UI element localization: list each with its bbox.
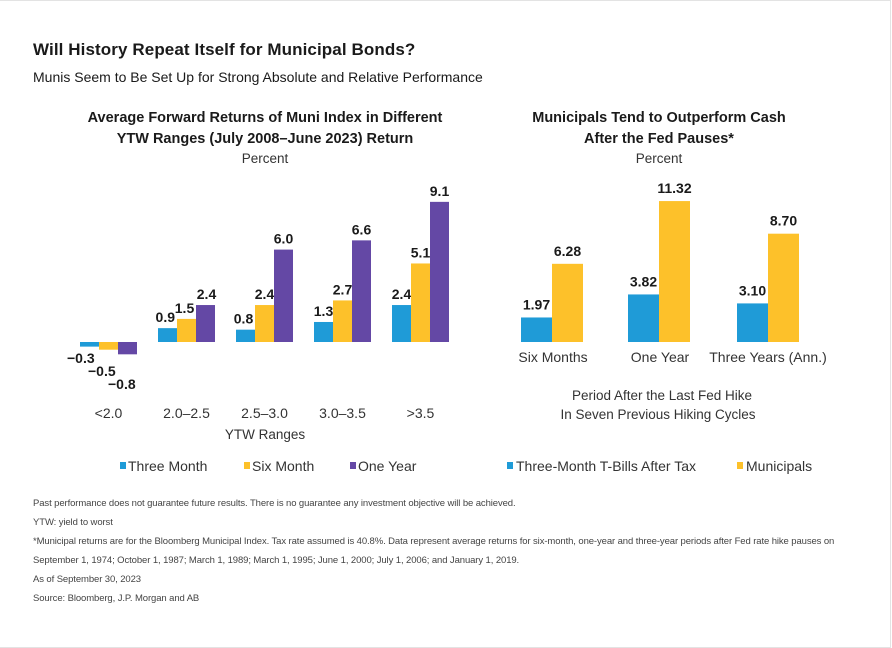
legend-swatch-one-year xyxy=(350,462,356,469)
bar-three-month-3-5 xyxy=(392,305,411,342)
bar-municipals-three-years-ann xyxy=(768,233,799,342)
footnote-note-line2: September 1, 1974; October 1, 1987; Marc… xyxy=(33,555,520,566)
value-label-six-month-2-5-3-0: 2.4 xyxy=(255,286,275,302)
value-label-one-year-3-0-3-5: 6.6 xyxy=(352,221,372,237)
x-tick-3-5: >3.5 xyxy=(407,405,435,421)
bar-six-month-3-0-3-5 xyxy=(333,300,352,342)
left-chart-xlabel: YTW Ranges xyxy=(225,427,306,442)
right-chart-title-line1: Municipals Tend to Outperform Cash xyxy=(532,110,786,126)
value-label-six-month-2-0-2-5: 1.5 xyxy=(175,300,195,316)
bar-three-month-t-bills-after-tax-six-months xyxy=(521,317,552,342)
value-label-one-year-2-0: −0.8 xyxy=(108,376,136,392)
bar-three-month-2-5-3-0 xyxy=(236,329,255,342)
value-label-three-month-3-5: 2.4 xyxy=(392,286,412,302)
bar-six-month-2-0 xyxy=(99,342,118,350)
left-chart-title-line2: YTW Ranges (July 2008–June 2023) Return xyxy=(117,131,414,147)
value-label-three-month-2-0-2-5: 0.9 xyxy=(156,309,176,325)
value-label-one-year-2-0-2-5: 2.4 xyxy=(197,286,217,302)
bar-one-year-2-0 xyxy=(118,342,137,355)
value-label-six-month-3-0-3-5: 2.7 xyxy=(333,281,353,297)
left-chart-plot: −0.3−0.5−0.8<2.00.91.52.42.0–2.50.82.46.… xyxy=(67,183,449,421)
right-chart-title-line2: After the Fed Pauses* xyxy=(584,131,734,147)
x-tick-2-0: <2.0 xyxy=(95,405,123,421)
left-chart-legend: Three Month Six Month One Year xyxy=(120,458,417,474)
value-label-three-month-2-5-3-0: 0.8 xyxy=(234,311,254,327)
legend-label-three-month: Three Month xyxy=(128,458,207,474)
bar-one-year-3-0-3-5 xyxy=(352,240,371,342)
x-tick-one-year: One Year xyxy=(631,349,690,365)
right-chart-xlabel-line1: Period After the Last Fed Hike xyxy=(572,388,752,403)
value-label-one-year-3-5: 9.1 xyxy=(430,183,450,199)
page-title: Will History Repeat Itself for Municipal… xyxy=(33,40,416,59)
bar-municipals-six-months xyxy=(552,263,583,342)
bar-six-month-3-5 xyxy=(411,263,430,342)
right-chart-legend: Three-Month T-Bills After Tax Municipals xyxy=(507,458,812,474)
footnote-disclaimer: Past performance does not guarantee futu… xyxy=(33,498,516,509)
value-label-six-month-2-0: −0.5 xyxy=(88,363,116,379)
bar-three-month-t-bills-after-tax-three-years-ann xyxy=(737,303,768,342)
legend-swatch-six-month xyxy=(244,462,250,469)
value-label-three-month-3-0-3-5: 1.3 xyxy=(314,303,334,319)
bar-one-year-3-5 xyxy=(430,201,449,342)
footnote-ytw: YTW: yield to worst xyxy=(33,517,113,528)
bar-six-month-2-5-3-0 xyxy=(255,305,274,342)
left-chart-unit: Percent xyxy=(242,151,289,166)
value-label-six-month-3-5: 5.1 xyxy=(411,244,431,260)
value-label-three-month-2-0: −0.3 xyxy=(67,350,95,366)
value-label-three-month-t-bills-after-tax-one-year: 3.82 xyxy=(630,273,657,289)
legend-label-municipals: Municipals xyxy=(746,458,812,474)
left-chart-title-line1: Average Forward Returns of Muni Index in… xyxy=(88,110,443,126)
x-tick-3-0-3-5: 3.0–3.5 xyxy=(319,405,366,421)
right-chart-unit: Percent xyxy=(636,151,683,166)
legend-label-three-month-t-bills-after-tax: Three-Month T-Bills After Tax xyxy=(516,458,696,474)
legend-label-six-month: Six Month xyxy=(252,458,314,474)
footnote-as-of: As of September 30, 2023 xyxy=(33,574,141,585)
legend-swatch-three-month xyxy=(120,462,126,469)
x-tick-three-years-ann: Three Years (Ann.) xyxy=(709,349,827,365)
value-label-municipals-one-year: 11.32 xyxy=(657,180,691,196)
x-tick-2-0-2-5: 2.0–2.5 xyxy=(163,405,210,421)
footnote-source: Source: Bloomberg, J.P. Morgan and AB xyxy=(33,593,200,604)
bar-municipals-one-year xyxy=(659,201,690,342)
right-chart-plot: 1.97 6.28 Six Months 3.82 11.32 One Year 3.10 8… xyxy=(518,180,826,365)
legend-swatch-three-month-t-bills-after-tax xyxy=(507,462,513,469)
x-tick-2-5-3-0: 2.5–3.0 xyxy=(241,405,288,421)
legend-label-one-year: One Year xyxy=(358,458,417,474)
value-label-three-month-t-bills-after-tax-six-months: 1.97 xyxy=(523,296,550,312)
bar-one-year-2-0-2-5 xyxy=(196,305,215,342)
footnotes: Past performance does not guarantee futu… xyxy=(33,494,873,608)
value-label-municipals-three-years-ann: 8.70 xyxy=(770,213,797,229)
bar-three-month-2-0-2-5 xyxy=(158,328,177,342)
bar-three-month-2-0 xyxy=(80,342,99,347)
right-chart-xlabel-line2: In Seven Previous Hiking Cycles xyxy=(560,407,755,422)
value-label-one-year-2-5-3-0: 6.0 xyxy=(274,231,294,247)
bar-one-year-2-5-3-0 xyxy=(274,249,293,342)
x-tick-six-months: Six Months xyxy=(518,349,587,365)
legend-swatch-municipals xyxy=(737,462,743,469)
bar-six-month-2-0-2-5 xyxy=(177,318,196,342)
value-label-municipals-six-months: 6.28 xyxy=(554,243,581,259)
bar-three-month-3-0-3-5 xyxy=(314,321,333,342)
footnote-note-line1: *Municipal returns are for the Bloomberg… xyxy=(33,536,835,547)
page-subtitle: Munis Seem to Be Set Up for Strong Absol… xyxy=(33,69,483,85)
value-label-three-month-t-bills-after-tax-three-years-ann: 3.10 xyxy=(739,282,766,298)
bar-three-month-t-bills-after-tax-one-year xyxy=(628,294,659,342)
